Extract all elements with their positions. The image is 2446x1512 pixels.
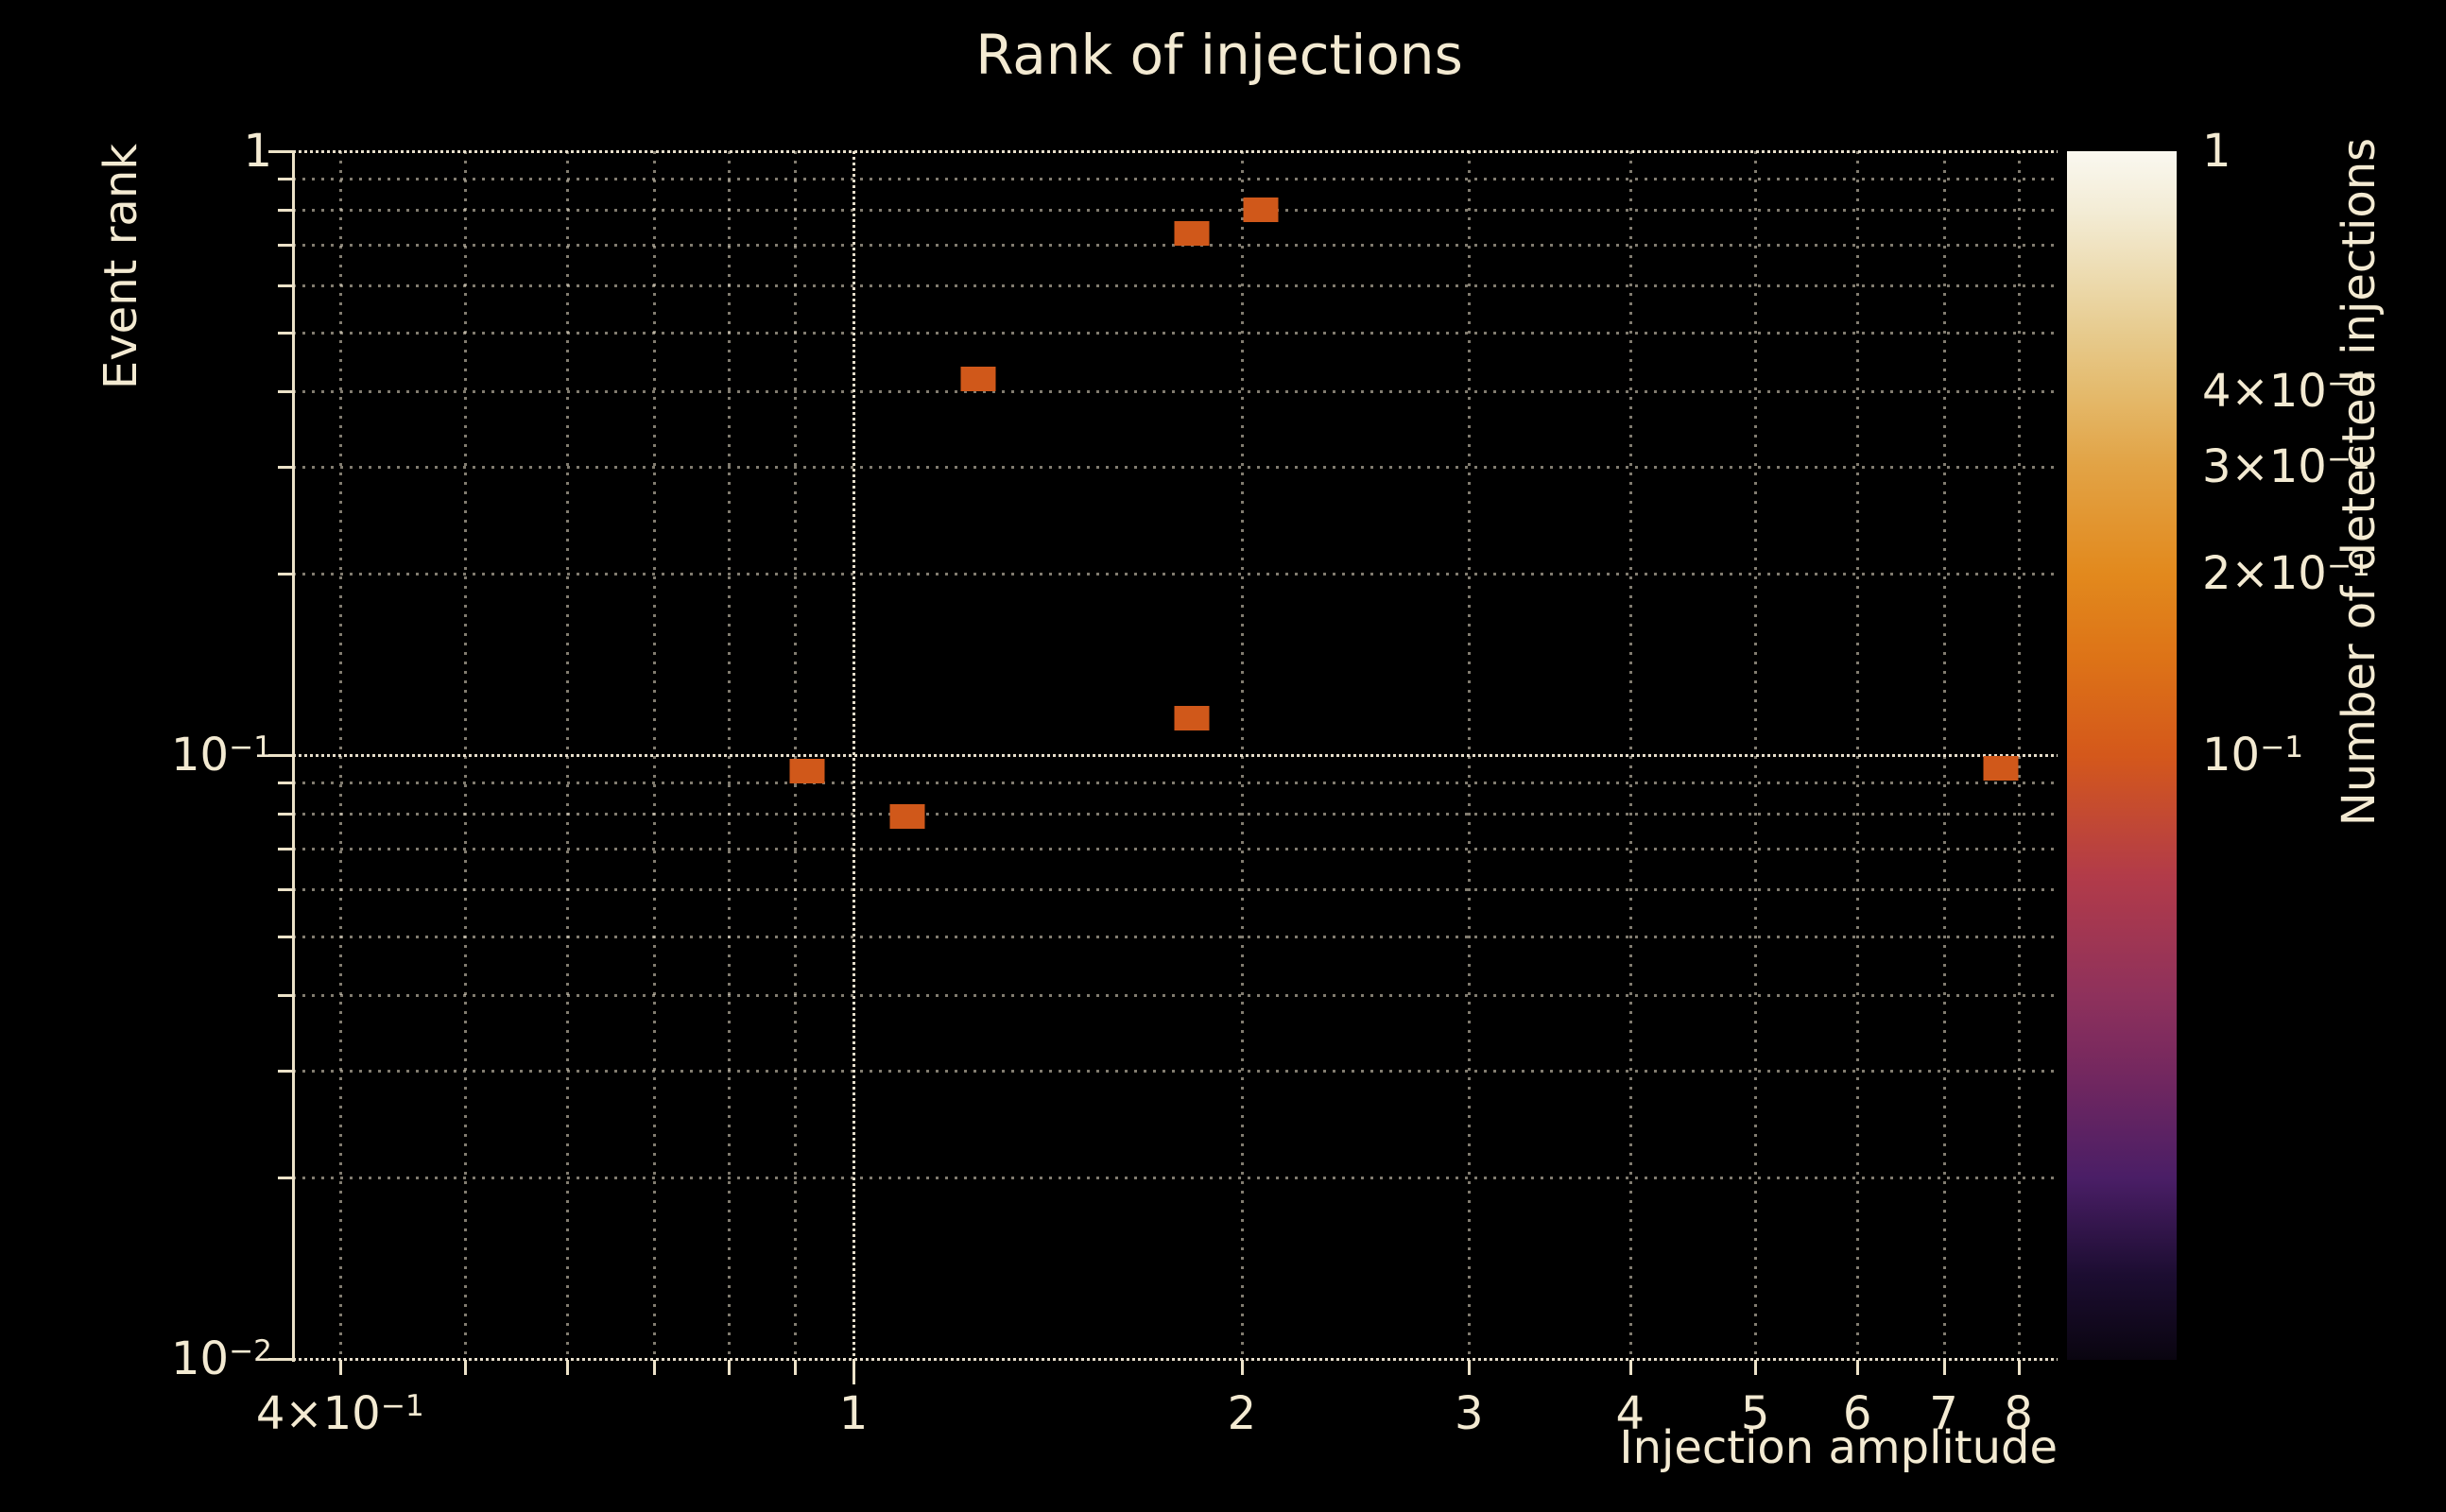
x-axis-label: Injection amplitude xyxy=(1619,1421,2058,1474)
y-gridline xyxy=(293,178,2058,181)
y-axis-tick xyxy=(278,1176,293,1179)
y-tick-label: 1 xyxy=(243,125,272,178)
y-axis-tick xyxy=(278,390,293,394)
y-gridline xyxy=(293,847,2058,850)
x-axis-tick xyxy=(1240,1360,1244,1375)
y-axis-tick xyxy=(278,284,293,287)
x-tick-label: 5 xyxy=(1740,1387,1770,1440)
y-axis-tick xyxy=(278,812,293,816)
y-gridline xyxy=(293,754,2058,757)
histogram-bin xyxy=(960,366,996,391)
y-gridline xyxy=(293,284,2058,287)
x-axis-tick xyxy=(464,1360,468,1375)
colorbar-tick-label: 10−1 xyxy=(2202,729,2304,782)
x-axis-tick xyxy=(727,1360,731,1375)
y-gridline xyxy=(293,1358,2058,1361)
y-gridline xyxy=(293,208,2058,212)
histogram-bin xyxy=(1174,706,1210,731)
x-axis-tick xyxy=(338,1360,342,1375)
y-axis-tick xyxy=(278,782,293,785)
y-axis-tick xyxy=(278,887,293,891)
y-gridline xyxy=(293,782,2058,785)
histogram-bin xyxy=(889,804,924,830)
x-axis-tick xyxy=(793,1360,797,1375)
y-axis-tick xyxy=(278,1070,293,1074)
colorbar-label: Number of detected injections xyxy=(2333,137,2386,827)
x-tick-label: 7 xyxy=(1929,1387,1958,1440)
x-axis-tick xyxy=(1856,1360,1860,1375)
x-tick-label: 2 xyxy=(1227,1387,1257,1440)
colorbar-tick-label: 3×10−1 xyxy=(2202,440,2370,494)
y-gridline xyxy=(293,812,2058,816)
y-axis-tick xyxy=(278,243,293,247)
y-gridline xyxy=(293,572,2058,576)
x-axis-tick xyxy=(652,1360,656,1375)
y-axis-spine xyxy=(292,151,295,1362)
y-gridline xyxy=(293,994,2058,998)
x-tick-label: 4 xyxy=(1615,1387,1645,1440)
x-axis-tick xyxy=(853,1360,855,1384)
x-axis-tick xyxy=(1468,1360,1472,1375)
colorbar-tick-label: 2×10−1 xyxy=(2202,546,2370,600)
y-axis-tick xyxy=(268,754,293,757)
histogram-bin xyxy=(1174,221,1210,247)
y-axis-tick xyxy=(268,1358,293,1361)
chart-title: Rank of injections xyxy=(975,23,1463,87)
y-axis-tick xyxy=(278,936,293,939)
x-tick-label: 4×10−1 xyxy=(255,1387,424,1440)
y-axis-tick xyxy=(278,332,293,335)
x-tick-label: 1 xyxy=(838,1387,869,1440)
x-tick-label: 3 xyxy=(1454,1387,1484,1440)
y-axis-label: Event rank xyxy=(95,143,147,390)
x-tick-label: 6 xyxy=(1842,1387,1872,1440)
y-axis-tick xyxy=(278,466,293,470)
y-tick-label: 10−2 xyxy=(170,1332,272,1385)
y-axis-tick xyxy=(278,994,293,998)
y-gridline xyxy=(293,1070,2058,1074)
histogram-bin xyxy=(1983,756,2019,782)
y-gridline xyxy=(293,150,2058,153)
y-gridline xyxy=(293,936,2058,939)
y-gridline xyxy=(293,390,2058,394)
y-gridline xyxy=(293,332,2058,335)
y-tick-label: 10−1 xyxy=(170,729,272,782)
y-gridline xyxy=(293,887,2058,891)
histogram-bin xyxy=(789,759,825,784)
colorbar-tick-label: 1 xyxy=(2202,125,2231,178)
colorbar xyxy=(2067,151,2177,1360)
y-axis-tick xyxy=(278,572,293,576)
y-axis-tick xyxy=(278,178,293,181)
x-tick-label: 8 xyxy=(2004,1387,2033,1440)
x-axis-tick xyxy=(1942,1360,1946,1375)
y-axis-tick xyxy=(278,208,293,212)
colorbar-tick-label: 4×10−1 xyxy=(2202,365,2370,419)
y-gridline xyxy=(293,466,2058,470)
x-axis-tick xyxy=(1628,1360,1632,1375)
x-axis-tick xyxy=(566,1360,570,1375)
y-axis-tick xyxy=(278,847,293,850)
x-axis-tick xyxy=(1754,1360,1758,1375)
y-gridline xyxy=(293,1176,2058,1179)
histogram-bin xyxy=(1243,197,1279,222)
x-axis-tick xyxy=(2017,1360,2021,1375)
y-axis-tick xyxy=(268,150,293,153)
